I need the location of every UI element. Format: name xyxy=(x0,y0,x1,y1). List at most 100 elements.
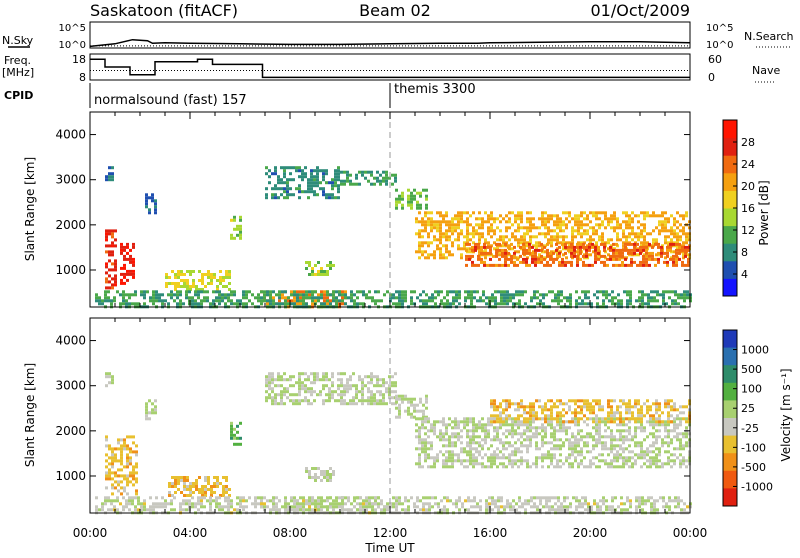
heatmap-cell xyxy=(298,387,301,390)
heatmap-cell xyxy=(179,290,182,293)
heatmap-cell xyxy=(670,399,673,402)
heatmap-cell xyxy=(275,508,278,511)
heatmap-cell xyxy=(633,249,636,252)
heatmap-cell xyxy=(684,252,687,255)
heatmap-cell xyxy=(407,413,410,416)
heatmap-cell xyxy=(413,505,416,508)
heatmap-cell xyxy=(657,246,660,249)
heatmap-cell xyxy=(625,211,628,214)
heatmap-cell xyxy=(517,417,520,420)
heatmap-cell xyxy=(204,285,207,288)
heatmap-cell xyxy=(239,443,242,446)
heatmap-cell xyxy=(469,232,472,235)
heatmap-cell xyxy=(404,398,407,401)
heatmap-cell xyxy=(260,302,263,305)
heatmap-cell xyxy=(180,491,183,494)
heatmap-cell xyxy=(592,462,595,465)
heatmap-cell xyxy=(186,282,189,285)
heatmap-cell xyxy=(474,243,477,246)
heatmap-cell xyxy=(419,398,422,401)
heatmap-cell xyxy=(126,480,129,483)
heatmap-cell xyxy=(511,426,514,429)
heatmap-cell xyxy=(158,502,161,505)
heatmap-cell xyxy=(554,496,557,499)
heatmap-cell xyxy=(550,241,553,244)
heatmap-cell xyxy=(419,410,422,413)
heatmap-cell xyxy=(395,395,398,398)
heatmap-cell xyxy=(622,462,625,465)
heatmap-cell xyxy=(346,390,349,393)
heatmap-cell xyxy=(434,502,437,505)
heatmap-cell xyxy=(373,399,376,402)
heatmap-cell xyxy=(298,378,301,381)
heatmap-cell xyxy=(410,296,413,299)
heatmap-cell xyxy=(218,293,221,296)
heatmap-cell xyxy=(167,302,170,305)
heatmap-cell xyxy=(221,293,224,296)
heatmap-cell xyxy=(586,229,589,232)
heatmap-cell xyxy=(526,426,529,429)
heatmap-cell xyxy=(195,479,198,482)
heatmap-cell xyxy=(494,290,497,293)
heatmap-cell xyxy=(368,502,371,505)
heatmap-cell xyxy=(430,211,433,214)
heatmap-cell xyxy=(301,172,304,175)
heatmap-cell xyxy=(613,229,616,232)
heatmap-cell xyxy=(310,402,313,405)
heatmap-cell xyxy=(271,396,274,399)
heatmap-cell xyxy=(436,420,439,423)
heatmap-cell xyxy=(233,428,236,431)
heatmap-cell xyxy=(272,296,275,299)
heatmap-cell xyxy=(670,405,673,408)
heatmap-cell xyxy=(464,296,467,299)
heatmap-cell xyxy=(428,299,431,302)
heatmap-cell xyxy=(628,217,631,220)
heatmap-cell xyxy=(430,423,433,426)
heatmap-cell xyxy=(454,459,457,462)
heatmap-cell xyxy=(653,502,656,505)
heatmap-cell xyxy=(457,423,460,426)
heatmap-cell xyxy=(626,299,629,302)
heatmap-cell xyxy=(174,276,177,279)
heatmap-cell xyxy=(436,247,439,250)
heatmap-cell xyxy=(460,420,463,423)
heatmap-cell xyxy=(105,375,108,378)
heatmap-cell xyxy=(481,220,484,223)
heatmap-cell xyxy=(639,249,642,252)
heatmap-cell xyxy=(679,423,682,426)
heatmap-cell xyxy=(658,414,661,417)
heatmap-cell xyxy=(504,261,507,264)
heatmap-cell xyxy=(101,302,104,305)
heatmap-cell xyxy=(451,420,454,423)
heatmap-cell xyxy=(280,399,283,402)
heatmap-cell xyxy=(344,296,347,299)
heatmap-cell xyxy=(370,174,373,177)
heatmap-cell xyxy=(509,505,512,508)
heatmap-cell xyxy=(472,235,475,238)
heatmap-cell xyxy=(430,429,433,432)
heatmap-cell xyxy=(549,252,552,255)
heatmap-cell xyxy=(398,293,401,296)
heatmap-cell xyxy=(643,453,646,456)
heatmap-cell xyxy=(457,435,460,438)
heatmap-cell xyxy=(320,290,323,293)
heatmap-cell xyxy=(368,296,371,299)
heatmap-cell xyxy=(371,496,374,499)
heatmap-cell xyxy=(296,508,299,511)
heatmap-cell xyxy=(316,184,319,187)
heatmap-cell xyxy=(165,273,168,276)
heatmap-cell xyxy=(233,434,236,437)
heatmap-cell xyxy=(535,226,538,229)
heatmap-cell xyxy=(401,192,404,195)
heatmap-cell xyxy=(114,474,117,477)
heatmap-cell xyxy=(513,261,516,264)
heatmap-cell xyxy=(583,435,586,438)
heatmap-cell xyxy=(197,296,200,299)
heatmap-cell xyxy=(607,399,610,402)
heatmap-cell xyxy=(532,405,535,408)
heatmap-cell xyxy=(513,246,516,249)
heatmap-cell xyxy=(673,217,676,220)
heatmap-cell xyxy=(331,181,334,184)
heatmap-cell xyxy=(511,429,514,432)
heatmap-cell xyxy=(129,261,132,264)
